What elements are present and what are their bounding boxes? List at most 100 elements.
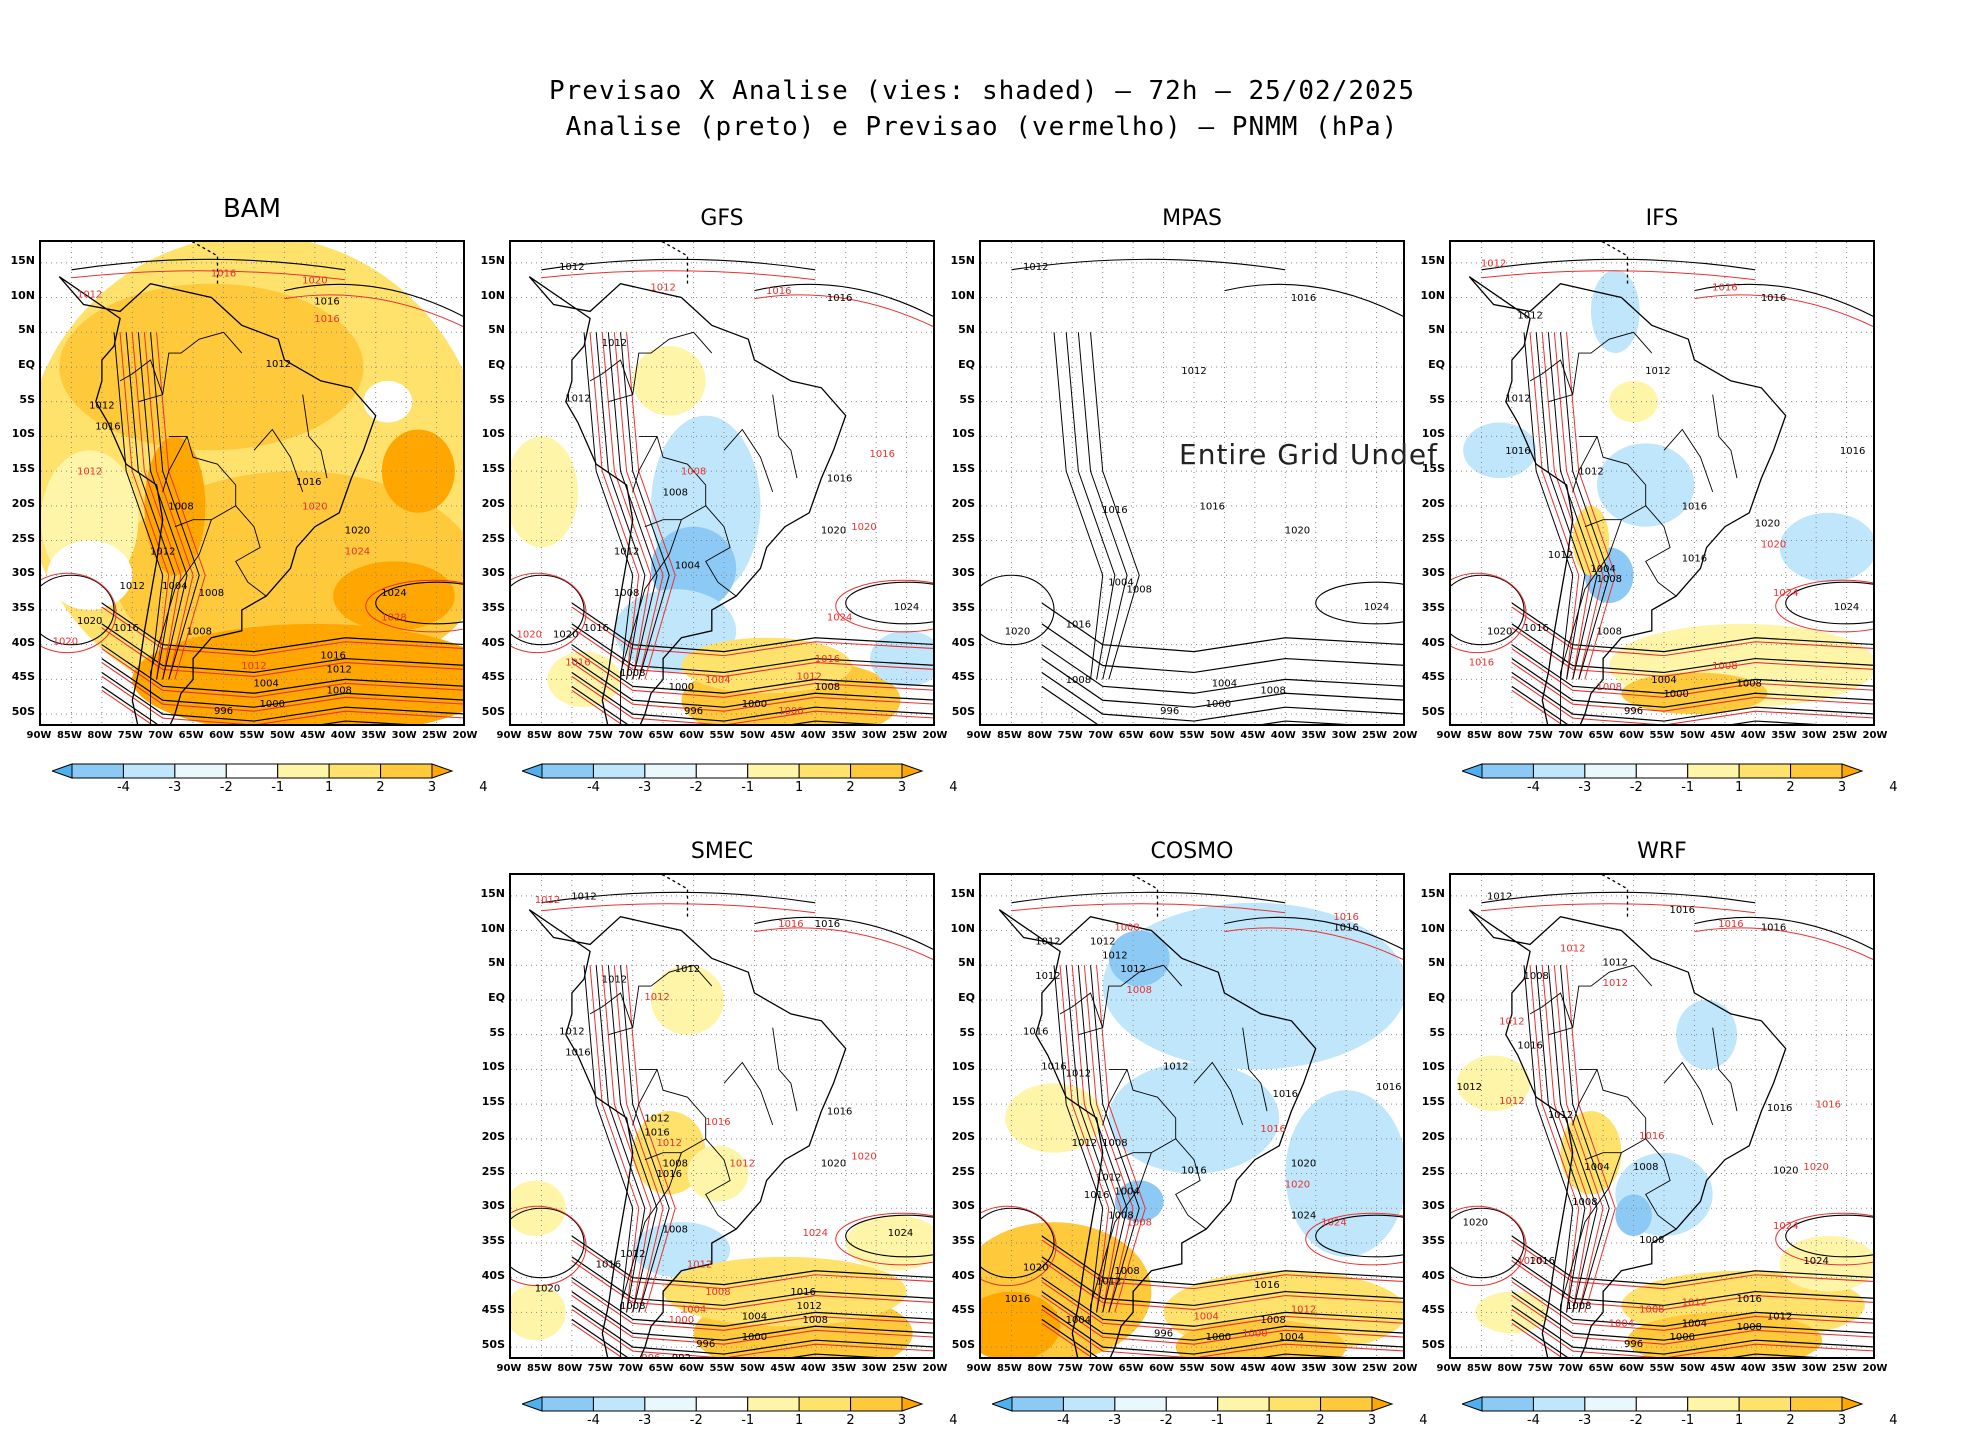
contour-label: 1008 bbox=[1127, 985, 1152, 996]
lon-tick-label: 70W bbox=[1558, 1363, 1584, 1374]
colorbar-label: -2 bbox=[1629, 1413, 1643, 1428]
lat-tick-label: 40S bbox=[1421, 635, 1445, 649]
contour-label: 1012 bbox=[1035, 971, 1060, 982]
lon-tick-label: 60W bbox=[679, 1363, 705, 1374]
contour-label: 1012 bbox=[77, 467, 102, 478]
lat-tick-label: 15N bbox=[480, 886, 505, 900]
lon-tick-label: 75W bbox=[1057, 730, 1083, 741]
contour-label: 1008 bbox=[1127, 585, 1152, 596]
coastline bbox=[528, 875, 847, 1357]
bias-shading bbox=[511, 346, 933, 724]
contour-label: 1012 bbox=[1548, 1110, 1573, 1121]
panel-title-ifs: IFS bbox=[1645, 206, 1679, 231]
lon-tick-label: 80W bbox=[557, 1363, 583, 1374]
lat-tick-label: 20S bbox=[1421, 1129, 1445, 1143]
isobars bbox=[1451, 258, 1873, 724]
contour-label: 1008 bbox=[663, 1225, 688, 1236]
contour-label: 1016 bbox=[95, 421, 120, 432]
lat-tick-label: 5N bbox=[488, 323, 505, 337]
contour-label: 1016 bbox=[1041, 1061, 1066, 1072]
contour-label: 1004 bbox=[253, 678, 278, 689]
colorbar-swatch bbox=[225, 763, 279, 779]
contour-label: 1000 bbox=[1670, 1332, 1695, 1343]
colorbar-swatch bbox=[850, 763, 903, 779]
colorbar-label: 3 bbox=[427, 780, 437, 795]
coastline bbox=[58, 242, 377, 724]
contour-label: 1012 bbox=[571, 891, 596, 902]
contour-label: 1004 bbox=[681, 1304, 706, 1315]
colorbar-swatch bbox=[1114, 1396, 1167, 1412]
contour-label: 1012 bbox=[535, 895, 560, 906]
lat-tick-label: 25S bbox=[481, 531, 505, 545]
bias-patch bbox=[870, 630, 933, 687]
lon-tick-label: 50W bbox=[1209, 1363, 1235, 1374]
lat-tick-label: 15N bbox=[1420, 253, 1445, 267]
lat-tick-label: 15S bbox=[11, 462, 35, 476]
contour-label: 1012 bbox=[1102, 950, 1127, 961]
contour-label: 1008 bbox=[1127, 1218, 1152, 1229]
colorbar-label: -1 bbox=[741, 1413, 755, 1428]
bias-patch bbox=[1779, 512, 1873, 583]
map-panel-ifs: 1012 1016 1016 1012 1012 1012 1016 1016 1012 1016… bbox=[1449, 240, 1875, 726]
bias-shading bbox=[41, 242, 463, 724]
contour-label: 1020 bbox=[302, 501, 327, 512]
colorbar-label: -2 bbox=[689, 780, 703, 795]
contour-label: 1012 bbox=[1481, 258, 1506, 269]
contour-label: 1016 bbox=[1005, 1294, 1030, 1305]
contour-label: 1020 bbox=[345, 526, 370, 537]
lon-tick-label: 55W bbox=[709, 730, 735, 741]
lat-tick-label: 10S bbox=[11, 427, 35, 441]
contour-label: 1016 bbox=[1718, 919, 1743, 930]
colorbar-label: 2 bbox=[376, 780, 385, 795]
contour-label: 1012 bbox=[1487, 891, 1512, 902]
colorbar-swatch bbox=[798, 763, 852, 779]
lon-tick-label: 85W bbox=[526, 1363, 552, 1374]
lon-tick-label: 70W bbox=[1558, 730, 1584, 741]
contour-label: 1020 bbox=[1463, 1218, 1488, 1229]
lon-tick-label: 75W bbox=[1527, 1363, 1553, 1374]
colorbar-label: 4 bbox=[479, 780, 488, 795]
lat-tick-label: 5S bbox=[489, 392, 505, 406]
lon-tick-label: 45W bbox=[770, 730, 796, 741]
contour-label: 1016 bbox=[1291, 293, 1316, 304]
lon-tick-label: 55W bbox=[1649, 730, 1675, 741]
lon-tick-label: 20W bbox=[922, 730, 948, 741]
lon-tick-label: 30W bbox=[1801, 1363, 1827, 1374]
contour-label: 1008 bbox=[1597, 574, 1622, 585]
contour-label: 1024 bbox=[345, 546, 370, 557]
contour-label: 1016 bbox=[870, 449, 895, 460]
contour-label: 1008 bbox=[1523, 971, 1548, 982]
grid bbox=[981, 242, 1403, 724]
colorbar-swatch bbox=[1532, 1396, 1586, 1412]
contour-label: 1020 bbox=[1773, 1166, 1798, 1177]
contour-label: 996 bbox=[696, 1339, 715, 1350]
contour-label: 1016 bbox=[790, 1287, 815, 1298]
colorbar-label: -3 bbox=[638, 1413, 652, 1428]
contour-label: 1024 bbox=[888, 1228, 913, 1239]
map-svg-ifs: 1012 1016 1016 1012 1012 1012 1016 1016 1012 1016… bbox=[1451, 242, 1873, 724]
lat-tick-label: 5S bbox=[959, 1025, 975, 1039]
lat-tick-label: 50S bbox=[481, 1338, 505, 1352]
lat-tick-label: 45S bbox=[481, 670, 505, 684]
contour-label: 1004 bbox=[675, 560, 700, 571]
colorbar-swatch bbox=[798, 1396, 852, 1412]
lon-tick-label: 30W bbox=[1331, 1363, 1357, 1374]
lat-tick-label: 30S bbox=[1421, 566, 1445, 580]
lat-tick-label: EQ bbox=[488, 990, 505, 1004]
lat-tick-label: 30S bbox=[11, 566, 35, 580]
colorbar-swatch bbox=[122, 763, 176, 779]
contour-label: 1020 bbox=[1005, 626, 1030, 637]
lat-tick-label: 45S bbox=[11, 670, 35, 684]
lon-tick-label: 65W bbox=[1588, 730, 1614, 741]
contour-label: 1012 bbox=[644, 992, 669, 1003]
colorbar-swatch bbox=[1687, 1396, 1740, 1412]
lat-tick-label: 40S bbox=[481, 1268, 505, 1282]
lat-tick-label: 10S bbox=[951, 1060, 975, 1074]
contour-labels: 1012 1016 1016 1012 1012 1012 1016 1016 1012 1016… bbox=[1469, 258, 1866, 717]
colorbar-swatch bbox=[695, 1396, 749, 1412]
colorbar-swatch bbox=[328, 763, 382, 779]
lat-tick-label: 10N bbox=[1420, 288, 1445, 302]
lon-tick-label: 35W bbox=[1771, 1363, 1797, 1374]
colorbar-label: 3 bbox=[897, 1413, 907, 1428]
